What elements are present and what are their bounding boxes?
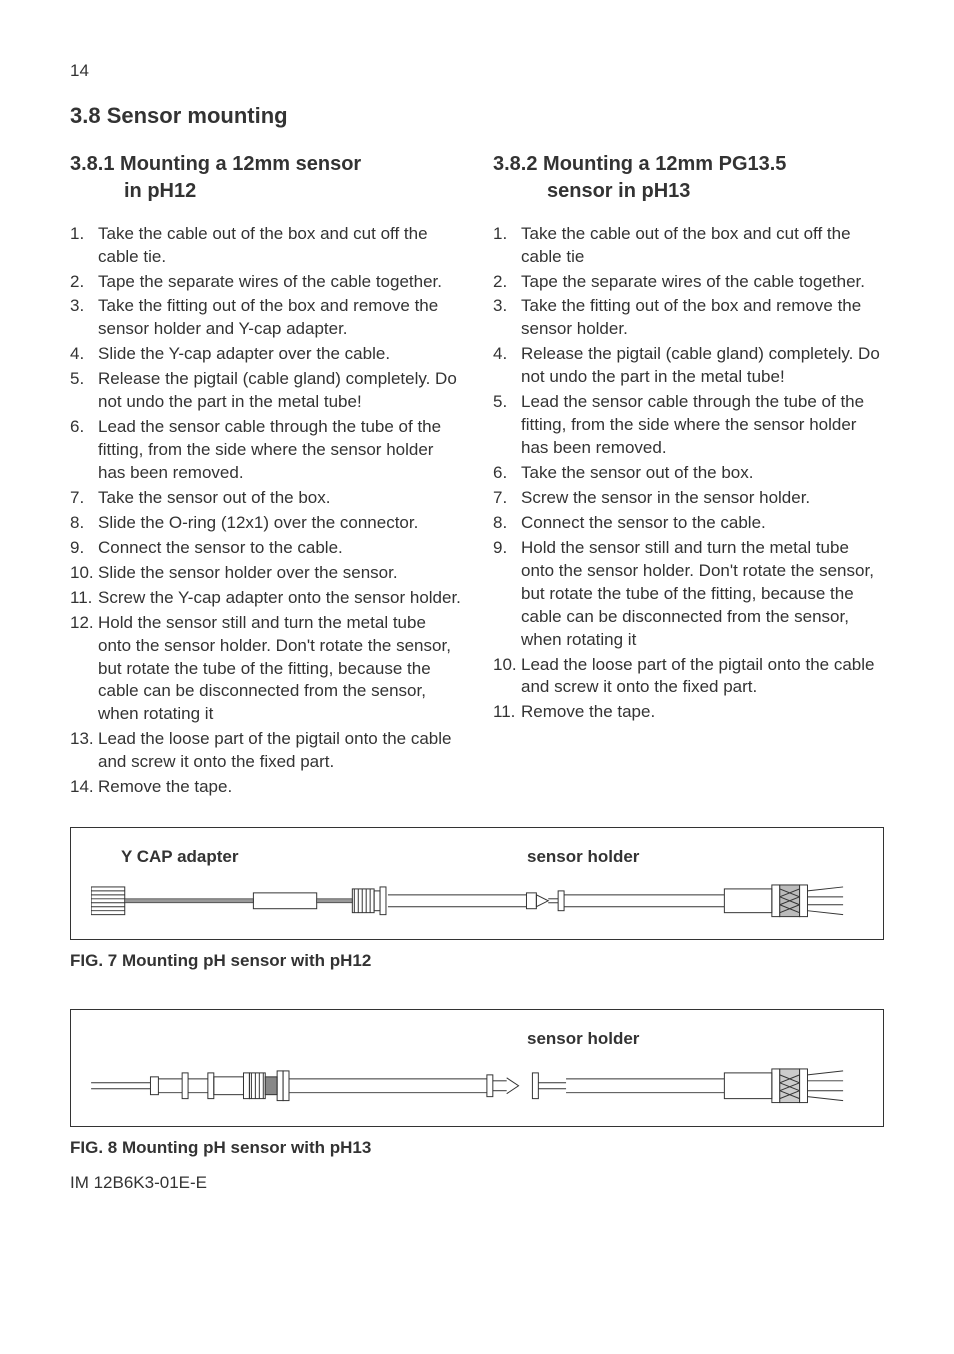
step-item: Remove the tape.	[493, 701, 884, 724]
left-column: 3.8.1 Mounting a 12mm sensor in pH12 Tak…	[70, 151, 461, 802]
step-item: Screw the Y-cap adapter onto the sensor …	[70, 587, 461, 610]
step-item: Take the cable out of the box and cut of…	[493, 223, 884, 269]
page-number: 14	[70, 60, 884, 83]
figure7-labels: Y CAP adapter sensor holder	[91, 846, 863, 869]
step-item: Tape the separate wires of the cable tog…	[70, 271, 461, 294]
subsection-title-382: 3.8.2 Mounting a 12mm PG13.5 sensor in p…	[493, 151, 884, 205]
step-item: Release the pigtail (cable gland) comple…	[70, 368, 461, 414]
subtitle-line2: sensor in pH13	[493, 178, 884, 205]
footer-doc-code: IM 12B6K3-01E-E	[70, 1172, 884, 1195]
content-columns: 3.8.1 Mounting a 12mm sensor in pH12 Tak…	[70, 151, 884, 802]
step-item: Take the fitting out of the box and remo…	[493, 295, 884, 341]
step-item: Connect the sensor to the cable.	[493, 512, 884, 535]
step-item: Remove the tape.	[70, 776, 461, 799]
steps-list-left: Take the cable out of the box and cut of…	[70, 223, 461, 800]
figure8-labels: sensor holder	[91, 1028, 863, 1051]
figure8-diagram	[91, 1063, 863, 1109]
subsection-title-381: 3.8.1 Mounting a 12mm sensor in pH12	[70, 151, 461, 205]
subtitle-line1: 3.8.2 Mounting a 12mm PG13.5	[493, 153, 786, 175]
subtitle-line2: in pH12	[70, 178, 461, 205]
step-item: Connect the sensor to the cable.	[70, 537, 461, 560]
step-item: Release the pigtail (cable gland) comple…	[493, 343, 884, 389]
figure7-caption: FIG. 7 Mounting pH sensor with pH12	[70, 950, 884, 973]
figure7-label-sensor-holder: sensor holder	[457, 846, 863, 869]
step-item: Lead the loose part of the pigtail onto …	[70, 728, 461, 774]
figure7-label-ycap: Y CAP adapter	[91, 846, 457, 869]
step-item: Lead the loose part of the pigtail onto …	[493, 654, 884, 700]
section-title: 3.8 Sensor mounting	[70, 101, 884, 131]
figure8-box: sensor holder	[70, 1009, 884, 1127]
step-item: Lead the sensor cable through the tube o…	[70, 416, 461, 485]
step-item: Lead the sensor cable through the tube o…	[493, 391, 884, 460]
step-item: Take the sensor out of the box.	[70, 487, 461, 510]
figure7-box: Y CAP adapter sensor holder	[70, 827, 884, 940]
figure8-label-spacer	[91, 1028, 457, 1051]
subtitle-line1: 3.8.1 Mounting a 12mm sensor	[70, 153, 361, 175]
step-item: Take the cable out of the box and cut of…	[70, 223, 461, 269]
step-item: Slide the O-ring (12x1) over the connect…	[70, 512, 461, 535]
figure7-diagram	[91, 881, 863, 921]
figure8-label-sensor-holder: sensor holder	[457, 1028, 863, 1051]
step-item: Hold the sensor still and turn the metal…	[70, 612, 461, 727]
figure8-caption: FIG. 8 Mounting pH sensor with pH13	[70, 1137, 884, 1160]
step-item: Slide the sensor holder over the sensor.	[70, 562, 461, 585]
steps-list-right: Take the cable out of the box and cut of…	[493, 223, 884, 725]
step-item: Slide the Y-cap adapter over the cable.	[70, 343, 461, 366]
step-item: Tape the separate wires of the cable tog…	[493, 271, 884, 294]
step-item: Take the sensor out of the box.	[493, 462, 884, 485]
step-item: Take the fitting out of the box and remo…	[70, 295, 461, 341]
right-column: 3.8.2 Mounting a 12mm PG13.5 sensor in p…	[493, 151, 884, 802]
step-item: Screw the sensor in the sensor holder.	[493, 487, 884, 510]
step-item: Hold the sensor still and turn the metal…	[493, 537, 884, 652]
